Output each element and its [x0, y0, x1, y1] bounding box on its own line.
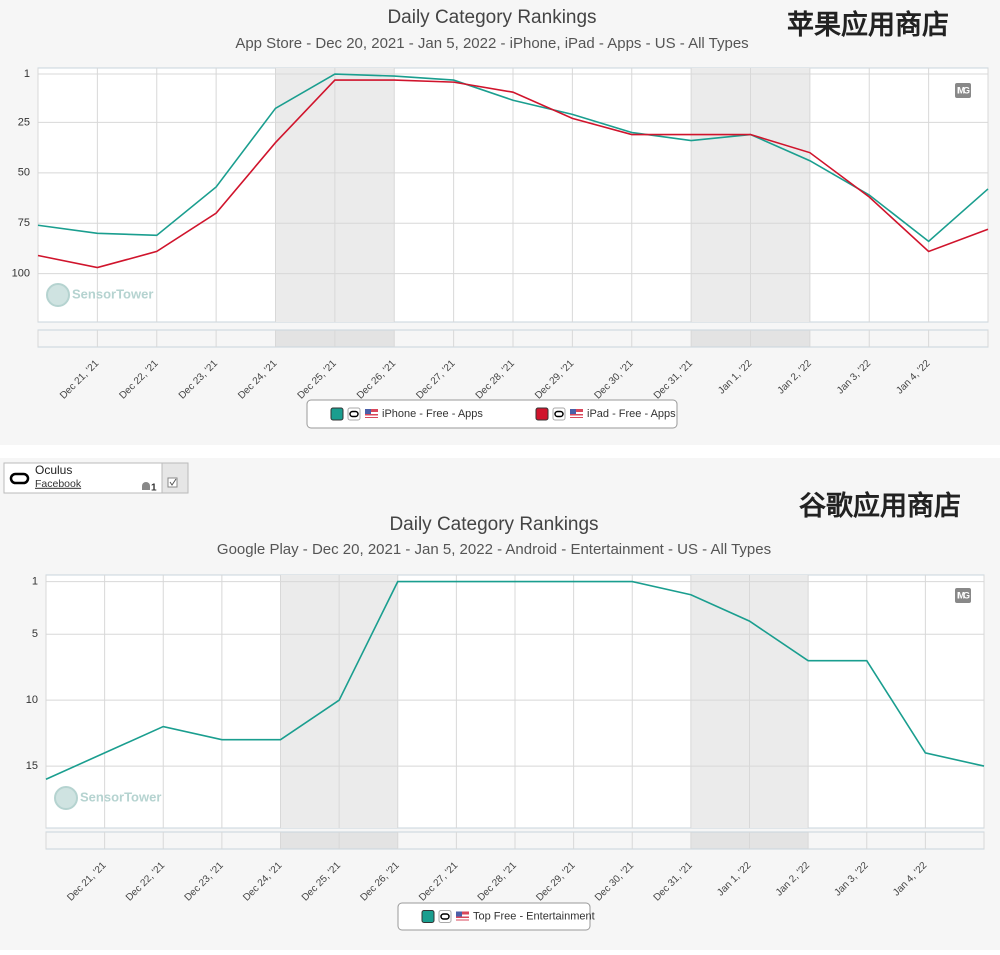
legend-flag-stripe [456, 918, 469, 920]
legend-flag-canton [570, 409, 576, 414]
card-box [3, 462, 163, 494]
series-line [45, 580, 985, 780]
store-annotation: 苹果应用商店 [787, 9, 949, 40]
store-annotation: 谷歌应用商店 [799, 490, 961, 521]
android-icon [142, 482, 150, 490]
watermark-icon [54, 786, 78, 810]
chart-title: Daily Category Rankings [389, 514, 598, 535]
y-tick-label: 15 [26, 760, 38, 772]
y-tick-label: 75 [18, 217, 30, 229]
series-line [37, 73, 989, 243]
watermark-icon [46, 283, 70, 307]
image-button [955, 83, 971, 98]
watermark: SensorTower [72, 286, 153, 301]
app-publisher[interactable]: Facebook [35, 478, 82, 490]
watermark: SensorTower [80, 789, 161, 804]
app-card[interactable]: Oculus Facebook 1 [3, 462, 189, 494]
legend-label[interactable]: iPad - Free - Apps [587, 408, 676, 420]
y-tick-label: 1 [32, 575, 38, 587]
legend-flag-stripe [570, 415, 583, 417]
legend-swatch [421, 910, 435, 923]
y-tick-label: 25 [18, 116, 30, 128]
legend-swatch [535, 407, 549, 421]
image-button-label[interactable]: IMG [957, 590, 970, 600]
legend-flag-stripe [365, 415, 378, 417]
legend-box [306, 399, 678, 429]
legend-flag-canton [456, 911, 462, 917]
legend-flag-stripe [456, 914, 469, 917]
y-tick-label: 10 [26, 694, 38, 706]
legend-swatch [330, 407, 344, 421]
app-icon [9, 472, 30, 485]
y-tick-label: 1 [24, 68, 30, 80]
legend-label[interactable]: iPhone - Free - Apps [382, 408, 483, 420]
legend-box [397, 902, 591, 931]
app-name: Oculus [35, 463, 72, 477]
chart-title: Daily Category Rankings [387, 7, 596, 28]
legend-flag-stripe [570, 412, 583, 414]
android-count: 1 [151, 483, 157, 494]
legend-label[interactable]: Top Free - Entertainment [473, 910, 595, 922]
y-tick-label: 50 [18, 167, 30, 179]
image-button-label[interactable]: IMG [957, 85, 970, 95]
series-line [37, 79, 989, 269]
checkbox [167, 477, 178, 488]
legend-app-pill [554, 410, 564, 418]
legend-flag-stripe [365, 412, 378, 414]
y-tick-label: 5 [32, 628, 38, 640]
legend-app-pill [349, 410, 359, 418]
chart-subtitle: App Store - Dec 20, 2021 - Jan 5, 2022 -… [235, 35, 748, 52]
image-button [955, 588, 971, 603]
check [169, 478, 177, 486]
chart-subtitle: Google Play - Dec 20, 2021 - Jan 5, 2022… [217, 541, 771, 558]
legend-flag-canton [365, 409, 371, 414]
y-tick-label: 100 [12, 268, 30, 280]
legend-app-pill [440, 913, 450, 920]
